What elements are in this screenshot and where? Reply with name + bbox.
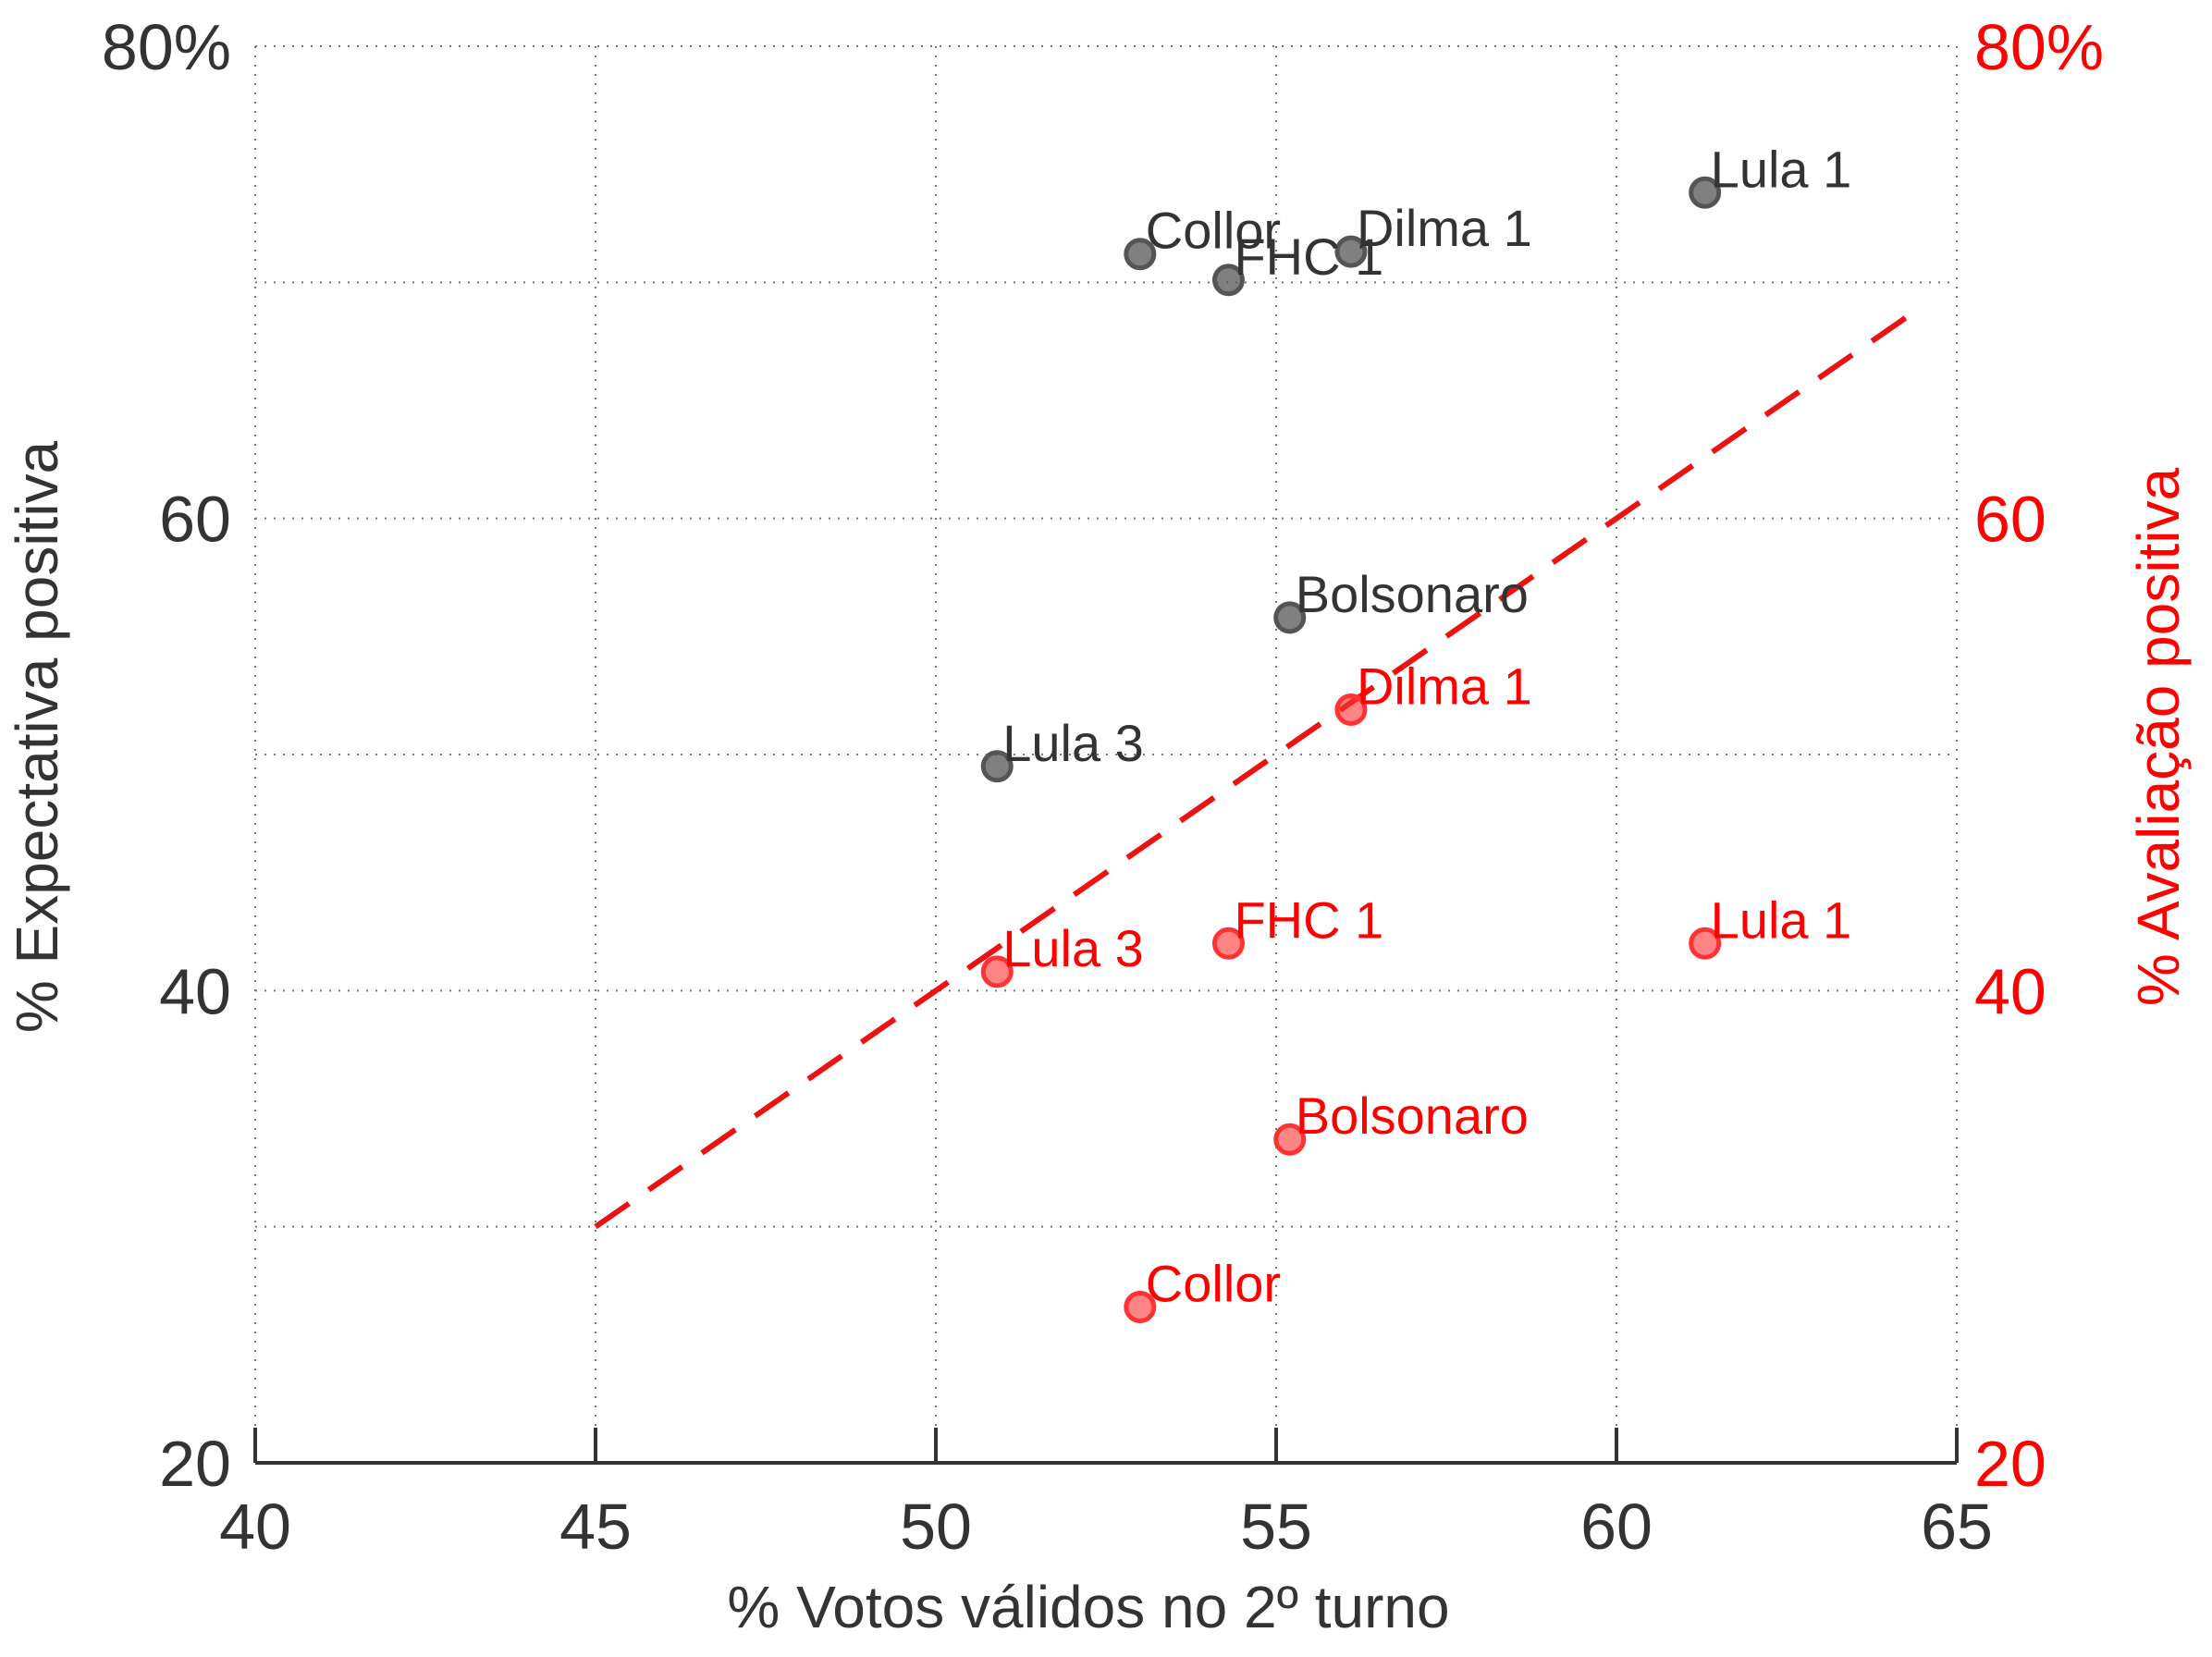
point-label: Lula 3	[1002, 714, 1144, 772]
point-label: FHC 1	[1234, 890, 1383, 949]
trend-layer	[594, 303, 1924, 1230]
data-point	[1211, 264, 1245, 297]
grid	[254, 45, 1958, 1463]
y-left-tick-label: 40	[159, 955, 231, 1027]
data-point	[1689, 176, 1722, 209]
y-right-tick-label: 60	[1974, 484, 2046, 556]
y-left-tick-label: 60	[159, 484, 231, 556]
data-point	[980, 955, 1014, 988]
trend-line	[594, 303, 1924, 1230]
y-right-tick-label: 80%	[1974, 11, 2104, 83]
data-point	[1124, 1290, 1157, 1323]
points-layer	[980, 176, 1722, 1323]
point-label: Bolsonaro	[1296, 565, 1529, 623]
y-right-tick-label: 40	[1974, 955, 2046, 1027]
y-left-tick-label: 20	[159, 1428, 231, 1500]
point-label: Lula 1	[1711, 140, 1852, 198]
data-point	[1334, 235, 1368, 268]
data-point	[980, 750, 1014, 783]
data-point	[1334, 693, 1368, 726]
data-point	[1689, 927, 1722, 960]
x-tick-label: 50	[900, 1491, 972, 1563]
x-tick-label: 55	[1240, 1491, 1312, 1563]
point-label: Bolsonaro	[1296, 1086, 1529, 1145]
y-left-tick-label: 80%	[102, 11, 231, 83]
point-label: Lula 3	[1002, 919, 1144, 977]
x-axis-title: % Votos válidos no 2º turno	[727, 1574, 1449, 1640]
point-label: Lula 1	[1711, 890, 1852, 949]
data-point	[1211, 927, 1245, 960]
point-label: Dilma 1	[1357, 657, 1532, 715]
x-tick-label: 65	[1921, 1491, 1993, 1563]
point-label: Collor	[1146, 202, 1281, 260]
data-point	[1273, 1123, 1307, 1156]
y-axis-left-title: % Expectativa positiva	[4, 440, 70, 1033]
point-label: Collor	[1146, 1254, 1281, 1312]
y-right-tick-label: 20	[1974, 1428, 2046, 1500]
x-tick-label: 40	[219, 1491, 291, 1563]
x-tick-label: 45	[559, 1491, 632, 1563]
data-point	[1124, 238, 1157, 271]
x-tick-label: 60	[1580, 1491, 1653, 1563]
data-point	[1273, 601, 1307, 634]
point-label: Dilma 1	[1357, 199, 1532, 257]
point-label: FHC 1	[1234, 227, 1383, 286]
y-axis-right-title: % Avaliação positiva	[2125, 467, 2192, 1006]
